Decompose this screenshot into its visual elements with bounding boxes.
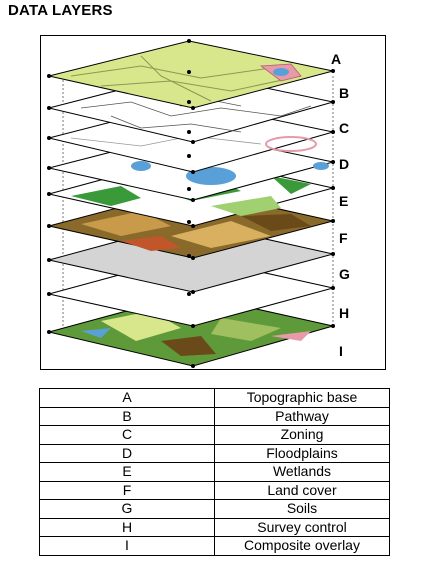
legend-name: Pathway: [214, 406, 390, 426]
table-row: I Composite overlay: [39, 536, 390, 556]
table-row: E Wetlands: [39, 462, 390, 482]
layer-a: [48, 40, 334, 109]
table-row: B Pathway: [39, 406, 390, 426]
table-row: C Zoning: [39, 425, 390, 445]
layer-stack-figure: A B C D E F G H I: [40, 35, 386, 370]
legend-code: G: [39, 499, 215, 519]
table-row: F Land cover: [39, 480, 390, 500]
layer-label-h: H: [339, 305, 349, 321]
layer-label-d: D: [339, 156, 349, 172]
table-row: A Topographic base: [39, 388, 390, 408]
legend-code: C: [39, 425, 215, 445]
legend-name: Wetlands: [214, 462, 390, 482]
legend-code: D: [39, 443, 215, 463]
legend-code: F: [39, 480, 215, 500]
legend-code: B: [39, 406, 215, 426]
layer-label-c: C: [339, 120, 349, 136]
page-title: DATA LAYERS: [8, 2, 113, 19]
legend-name: Soils: [214, 499, 390, 519]
layer-label-f: F: [339, 230, 348, 246]
legend-name: Zoning: [214, 425, 390, 445]
table-row: G Soils: [39, 499, 390, 519]
layer-legend-table: A Topographic base B Pathway C Zoning D …: [39, 388, 390, 556]
layer-label-b: B: [339, 85, 349, 101]
table-row: D Floodplains: [39, 443, 390, 463]
legend-name: Survey control: [214, 517, 390, 537]
legend-code: H: [39, 517, 215, 537]
layer-stack-svg: A B C D E F G H I: [47, 39, 350, 368]
corner-markers: [47, 39, 335, 368]
legend-name: Floodplains: [214, 443, 390, 463]
legend-code: A: [39, 388, 215, 408]
layer-label-a: A: [331, 51, 341, 67]
layer-label-i: I: [339, 343, 343, 359]
legend-name: Topographic base: [214, 388, 390, 408]
legend-name: Composite overlay: [214, 536, 390, 556]
layer-label-e: E: [339, 193, 348, 209]
legend-code: I: [39, 536, 215, 556]
layer-label-g: G: [339, 266, 350, 282]
legend-code: E: [39, 462, 215, 482]
table-row: H Survey control: [39, 517, 390, 537]
legend-name: Land cover: [214, 480, 390, 500]
